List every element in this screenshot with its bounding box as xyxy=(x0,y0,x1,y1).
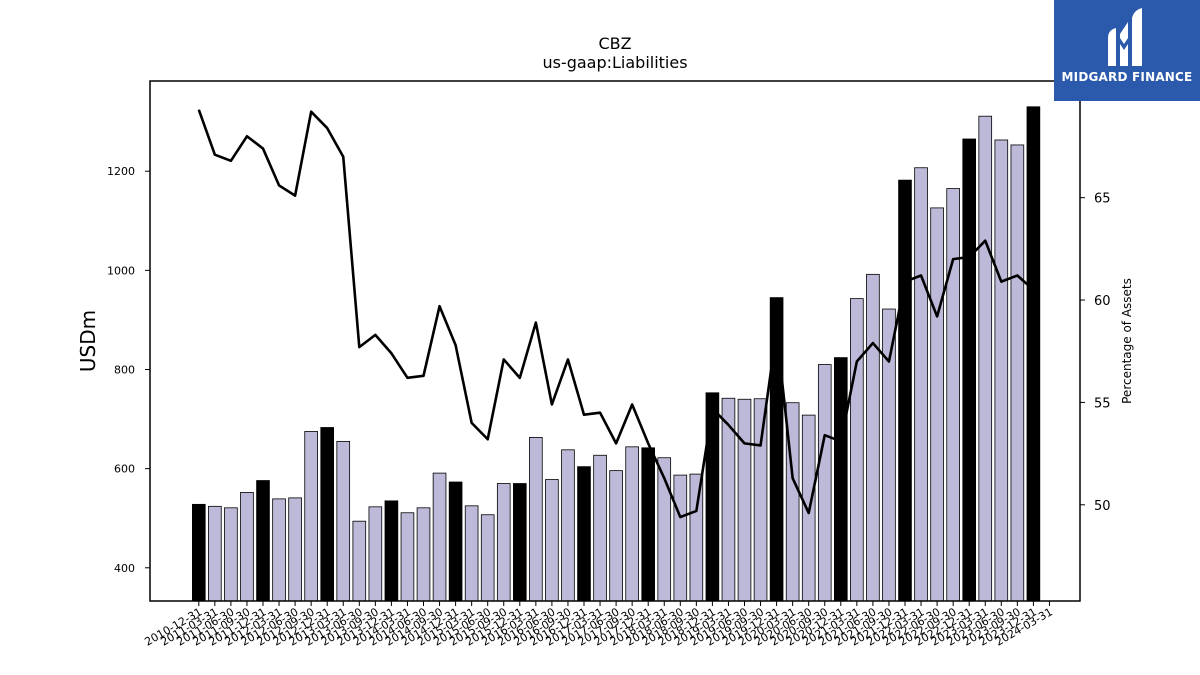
bar xyxy=(529,437,543,602)
y2-tick-label: 55 xyxy=(1094,396,1111,411)
bar xyxy=(496,483,511,602)
bar xyxy=(769,297,784,602)
bar xyxy=(737,398,752,602)
y-tick-label: 600 xyxy=(114,463,135,476)
bar-series xyxy=(191,106,1041,602)
bar xyxy=(256,480,270,602)
bar xyxy=(1026,106,1041,602)
right-axis: 50 55 60 65 xyxy=(1080,192,1111,514)
y2-tick-label: 50 xyxy=(1094,499,1111,514)
bar xyxy=(545,479,559,602)
y2-axis-label: Percentage of Assets xyxy=(1120,278,1134,404)
bar xyxy=(625,446,639,602)
bar xyxy=(593,454,607,602)
bar xyxy=(817,364,832,602)
bar xyxy=(753,398,768,602)
bar xyxy=(978,115,993,602)
plot-frame xyxy=(149,80,1081,602)
bar xyxy=(866,273,880,602)
bar xyxy=(673,474,688,602)
bar xyxy=(577,466,591,602)
bar xyxy=(561,449,575,602)
x-axis: 2010-12-312011-03-312011-06-302011-09-30… xyxy=(142,601,1055,649)
bar xyxy=(882,308,896,602)
bar xyxy=(416,507,431,602)
bar xyxy=(609,470,623,602)
bar xyxy=(432,472,447,602)
logo-mark-icon xyxy=(1108,8,1142,66)
chart-title: CBZ xyxy=(598,34,631,53)
y2-tick-label: 60 xyxy=(1094,294,1111,309)
line-path xyxy=(197,109,1035,519)
bar xyxy=(336,440,351,602)
bar xyxy=(689,473,704,602)
bar xyxy=(946,188,960,602)
bar xyxy=(224,507,238,602)
bar xyxy=(320,427,334,602)
bar xyxy=(641,447,655,602)
bar xyxy=(705,392,720,602)
y-tick-label: 1000 xyxy=(107,264,135,277)
y-tick-label: 1200 xyxy=(107,165,135,178)
bar xyxy=(962,138,976,602)
bar xyxy=(368,506,383,602)
bar xyxy=(914,167,928,602)
left-axis: 400 600 800 1000 1200 xyxy=(107,165,150,575)
bar xyxy=(352,520,367,602)
bar xyxy=(448,481,463,602)
brand-logo: MIDGARD FINANCE xyxy=(1054,0,1200,101)
brand-name: MIDGARD FINANCE xyxy=(1061,70,1193,84)
bar xyxy=(191,503,206,602)
bar xyxy=(304,431,318,602)
bar xyxy=(384,500,399,602)
y-axis-label: USDm xyxy=(76,310,100,372)
bar xyxy=(464,505,479,602)
bar xyxy=(400,512,415,602)
bar xyxy=(272,498,286,602)
chart-subtitle: us-gaap:Liabilities xyxy=(542,53,687,72)
bar xyxy=(513,483,527,602)
y-tick-label: 800 xyxy=(114,364,135,377)
line-series xyxy=(197,109,1035,519)
bar xyxy=(898,179,912,602)
bar xyxy=(240,492,254,602)
bar xyxy=(1010,144,1025,602)
y-tick-label: 400 xyxy=(114,562,135,575)
bar xyxy=(850,298,864,602)
bar xyxy=(994,139,1009,602)
bar xyxy=(480,514,495,602)
bar xyxy=(930,207,944,602)
y2-tick-label: 65 xyxy=(1094,192,1111,207)
bar xyxy=(834,357,848,602)
bar xyxy=(208,505,222,602)
bar xyxy=(288,497,302,602)
